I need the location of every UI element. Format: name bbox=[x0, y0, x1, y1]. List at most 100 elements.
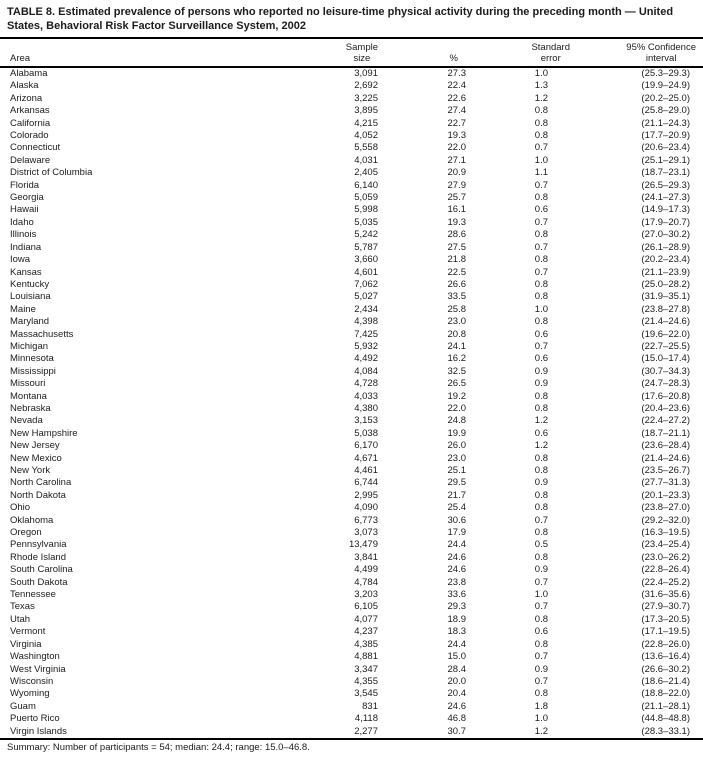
row-standard-error: 0.9 bbox=[534, 564, 548, 576]
row-percent: 27.5 bbox=[447, 241, 467, 253]
row-sample-size: 5,035 bbox=[354, 216, 378, 228]
row-percent: 28.4 bbox=[447, 663, 467, 675]
row-standard-error: 0.9 bbox=[534, 365, 548, 377]
row-area: Wisconsin bbox=[10, 675, 54, 687]
row-standard-error: 0.9 bbox=[534, 477, 548, 489]
table-row: Louisiana 5,027 33.5 0.8 (31.9–35.1) bbox=[0, 291, 703, 303]
row-percent: 24.1 bbox=[447, 340, 467, 352]
row-area: Missouri bbox=[10, 378, 46, 390]
row-standard-error: 1.2 bbox=[466, 725, 570, 740]
row-percent: 33.5 bbox=[447, 291, 467, 303]
row-standard-error: 1.2 bbox=[534, 92, 548, 104]
row-sample-size: 13,479 bbox=[348, 539, 378, 551]
table-row: Rhode Island 3,841 24.6 0.8 (23.0–26.2) bbox=[0, 552, 703, 564]
row-sample-size: 4,601 bbox=[354, 266, 378, 278]
row-area: Montana bbox=[10, 390, 47, 402]
table-row: South Dakota 4,784 23.8 0.7 (22.4–25.2) bbox=[0, 577, 703, 589]
row-percent: 16.1 bbox=[447, 204, 467, 216]
table-row: Mississippi 4,084 32.5 0.9 (30.7–34.3) bbox=[0, 366, 703, 378]
row-standard-error: 0.5 bbox=[534, 539, 548, 551]
row-confidence-interval: (17.1–19.5) bbox=[641, 626, 690, 638]
row-sample-size: 4,385 bbox=[354, 638, 378, 650]
row-sample-size: 4,492 bbox=[354, 353, 378, 365]
row-area: Georgia bbox=[10, 192, 44, 204]
row-sample-size: 6,170 bbox=[354, 440, 378, 452]
column-header-confidence-interval-line1: 95% Confidence bbox=[626, 42, 696, 53]
row-sample-size: 3,225 bbox=[354, 92, 378, 104]
row-percent: 30.7 bbox=[378, 725, 466, 740]
table-row: Nevada 3,153 24.8 1.2 (22.4–27.2) bbox=[0, 415, 703, 427]
row-standard-error: 0.6 bbox=[534, 626, 548, 638]
row-standard-error: 0.8 bbox=[534, 465, 548, 476]
row-sample-size: 3,895 bbox=[354, 105, 378, 117]
row-confidence-interval: (19.6–22.0) bbox=[641, 328, 690, 340]
table-row: Puerto Rico 4,118 46.8 1.0 (44.8–48.8) bbox=[0, 713, 703, 725]
row-area: Alaska bbox=[10, 80, 39, 92]
row-confidence-interval: (13.6–16.4) bbox=[641, 651, 690, 663]
row-standard-error: 0.8 bbox=[534, 551, 548, 563]
row-percent: 24.6 bbox=[447, 564, 467, 576]
row-confidence-interval: (25.0–28.2) bbox=[641, 278, 690, 290]
table-row: Tennessee 3,203 33.6 1.0 (31.6–35.6) bbox=[0, 589, 703, 601]
row-sample-size: 4,398 bbox=[354, 316, 378, 328]
row-standard-error: 0.8 bbox=[534, 229, 548, 241]
column-header-sample-size: Sample size bbox=[328, 38, 378, 68]
row-confidence-interval: (22.4–25.2) bbox=[641, 576, 690, 588]
row-area: Massachusetts bbox=[10, 328, 74, 340]
row-confidence-interval: (23.8–27.8) bbox=[641, 303, 690, 315]
row-sample-size: 4,671 bbox=[354, 452, 378, 464]
row-percent: 28.6 bbox=[447, 229, 467, 241]
row-standard-error: 0.9 bbox=[534, 663, 548, 675]
row-sample-size: 831 bbox=[362, 700, 378, 712]
row-confidence-interval: (26.5–29.3) bbox=[641, 179, 690, 191]
row-sample-size: 4,031 bbox=[354, 154, 378, 166]
row-confidence-interval: (19.9–24.9) bbox=[641, 80, 690, 92]
table-row: Delaware 4,031 27.1 1.0 (25.1–29.1) bbox=[0, 155, 703, 167]
column-header-standard-error-line1: Standard bbox=[531, 42, 570, 53]
row-confidence-interval: (29.2–32.0) bbox=[641, 514, 690, 526]
row-standard-error: 0.7 bbox=[534, 142, 548, 154]
row-sample-size: 6,773 bbox=[354, 514, 378, 526]
table-title: TABLE 8. Estimated prevalence of persons… bbox=[0, 6, 703, 37]
row-percent: 26.0 bbox=[447, 440, 467, 452]
row-percent: 20.0 bbox=[447, 675, 467, 687]
table-row: Ohio 4,090 25.4 0.8 (23.8–27.0) bbox=[0, 502, 703, 514]
row-standard-error: 1.8 bbox=[534, 700, 548, 712]
row-area: Virgin Islands bbox=[0, 725, 328, 740]
table-row: Montana 4,033 19.2 0.8 (17.6–20.8) bbox=[0, 391, 703, 403]
row-area: California bbox=[10, 117, 51, 129]
row-confidence-interval: (17.7–20.9) bbox=[641, 130, 690, 142]
table-row: Utah 4,077 18.9 0.8 (17.3–20.5) bbox=[0, 614, 703, 626]
row-area: Kansas bbox=[10, 266, 42, 278]
row-sample-size: 5,932 bbox=[354, 340, 378, 352]
row-sample-size: 4,052 bbox=[354, 130, 378, 142]
row-area: Iowa bbox=[10, 254, 31, 266]
row-standard-error: 1.0 bbox=[534, 713, 548, 725]
table-row: Wyoming 3,545 20.4 0.8 (18.8–22.0) bbox=[0, 688, 703, 700]
table-row: District of Columbia 2,405 20.9 1.1 (18.7–23… bbox=[0, 167, 703, 179]
row-confidence-interval: (24.1–27.3) bbox=[641, 192, 690, 204]
row-standard-error: 0.8 bbox=[534, 192, 548, 204]
row-sample-size: 5,038 bbox=[354, 427, 378, 439]
row-standard-error: 0.8 bbox=[534, 390, 548, 402]
row-area: Vermont bbox=[10, 626, 46, 638]
row-confidence-interval: (31.9–35.1) bbox=[641, 291, 690, 303]
table-row: New Jersey 6,170 26.0 1.2 (23.6–28.4) bbox=[0, 440, 703, 452]
row-standard-error: 0.6 bbox=[534, 204, 548, 216]
row-sample-size: 3,203 bbox=[354, 589, 378, 601]
table-row: Virgin Islands 2,277 30.7 1.2 (28.3–33.1) bbox=[0, 725, 703, 740]
row-confidence-interval: (25.3–29.3) bbox=[641, 68, 690, 79]
row-sample-size: 5,787 bbox=[354, 241, 378, 253]
row-percent: 22.0 bbox=[447, 402, 467, 414]
table-row: Washington 4,881 15.0 0.7 (13.6–16.4) bbox=[0, 651, 703, 663]
row-standard-error: 0.7 bbox=[534, 576, 548, 588]
row-percent: 19.3 bbox=[447, 130, 467, 142]
table-title-line2: States, Behavioral Risk Factor Surveilla… bbox=[7, 19, 306, 32]
row-area: Maryland bbox=[10, 316, 50, 328]
table-row: South Carolina 4,499 24.6 0.9 (22.8–26.4) bbox=[0, 564, 703, 576]
row-standard-error: 0.8 bbox=[534, 117, 548, 129]
row-sample-size: 3,545 bbox=[354, 688, 378, 700]
row-area: Tennessee bbox=[10, 589, 56, 601]
row-standard-error: 1.0 bbox=[534, 154, 548, 166]
table-row: Minnesota 4,492 16.2 0.6 (15.0–17.4) bbox=[0, 353, 703, 365]
